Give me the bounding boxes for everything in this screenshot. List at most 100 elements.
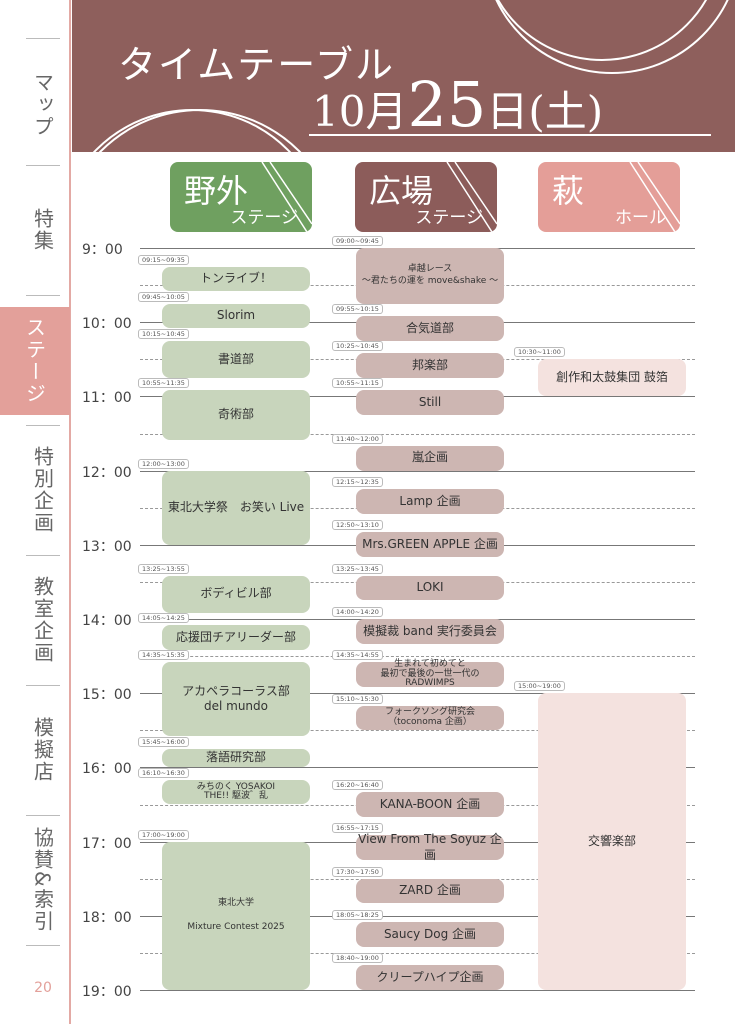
divider [26, 685, 60, 686]
hour-line [140, 767, 695, 769]
date-weekday: 日(土) [486, 87, 604, 136]
event-block[interactable]: Saucy Dog 企画 [356, 921, 504, 947]
stage-header-outdoor: 野外 ステージ [170, 162, 312, 232]
page-title: タイムテーブル [118, 43, 395, 87]
hour-label: 15：00 [82, 687, 132, 704]
page-number: 20 [34, 980, 52, 996]
event-time-label: 14:35~15:35 [138, 650, 189, 661]
event-block[interactable]: 模擬裁 band 実行委員会 [356, 619, 504, 644]
event-block[interactable]: 書道部 [162, 340, 310, 378]
event-block[interactable]: 創作和太鼓集団 鼓箔 [538, 359, 686, 397]
event-block[interactable]: 応援団チアリーダー部 [162, 625, 310, 650]
divider [26, 555, 60, 556]
stage-header-hall: 萩ホール [538, 162, 680, 232]
event-time-label: 17:00~19:00 [138, 829, 189, 840]
event-block[interactable]: 交響楽部 [538, 693, 686, 990]
event-block[interactable]: 嵐企画 [356, 445, 504, 471]
hour-label: 9：00 [82, 242, 123, 258]
event-block[interactable]: Slorim [162, 303, 310, 329]
event-block[interactable]: みちのく YOSAKOI THE!! 駆波゛乱 [162, 779, 310, 805]
divider [26, 295, 60, 296]
event-block[interactable]: 生まれて初めてと 最初で最後の一世一代の RADWIMPS [356, 660, 504, 688]
decorative-lines-icon [629, 162, 680, 232]
event-time-label: 10:25~10:45 [332, 341, 383, 352]
event-block[interactable]: Lamp 企画 [356, 489, 504, 514]
event-block[interactable]: Still [356, 390, 504, 415]
decorative-circles-icon [92, 0, 729, 152]
sidebar-item-stalls[interactable]: 模擬店 [30, 717, 55, 783]
decorative-lines-icon [261, 162, 312, 232]
event-time-label: 16:10~16:30 [138, 767, 189, 778]
event-block[interactable]: 合気道部 [356, 316, 504, 341]
event-time-label: 10:55~11:35 [138, 378, 189, 389]
event-block[interactable]: アカペラコーラス部 del mundo [162, 662, 310, 737]
hour-label: 11：00 [82, 390, 132, 407]
event-block[interactable]: ZARD 企画 [356, 878, 504, 904]
hour-line [140, 990, 695, 991]
half-hour-line [140, 433, 695, 435]
sidebar-item-sponsors[interactable]: 協賛&索引 [30, 826, 55, 933]
sidebar-item-map[interactable]: マップ [30, 72, 55, 138]
event-block[interactable]: トンライブ！ [162, 266, 310, 292]
event-block[interactable]: 東北大学祭 お笑い Live [162, 470, 310, 545]
hour-label: 13：00 [82, 538, 132, 555]
event-time-label: 09:45~10:05 [138, 291, 189, 302]
half-hour-line [140, 952, 695, 954]
stage-subtitle: ステージ [230, 208, 298, 228]
event-time-label: 18:40~19:00 [332, 953, 383, 964]
event-time-label: 16:20~16:40 [332, 780, 383, 791]
event-block[interactable]: フォークソング研究会 （toconoma 企画） [356, 705, 504, 731]
sidebar-item-stage[interactable]: ステージ [0, 307, 70, 415]
event-block[interactable]: クリープハイプ企画 [356, 965, 504, 990]
event-time-label: 09:00~09:45 [332, 236, 383, 246]
event-time-label: 09:55~10:15 [332, 304, 383, 315]
event-time-label: 10:15~10:45 [138, 328, 189, 339]
stage-name: 野外 [184, 172, 249, 210]
event-time-label: 17:30~17:50 [332, 866, 383, 877]
sidebar-item-classroom[interactable]: 教室企画 [30, 576, 55, 664]
event-time-label: 15:10~15:30 [332, 693, 383, 704]
divider [26, 165, 60, 166]
hour-line [140, 915, 695, 917]
event-block[interactable]: Mrs.GREEN APPLE 企画 [356, 532, 504, 558]
hour-label: 19：00 [82, 984, 132, 1000]
hour-label: 12：00 [82, 464, 132, 481]
event-time-label: 18:05~18:25 [332, 909, 383, 920]
event-time-label: 11:40~12:00 [332, 433, 383, 444]
header-banner: タイムテーブル 10月25日(土) [72, 0, 735, 152]
event-block[interactable]: 邦楽部 [356, 353, 504, 378]
event-block[interactable]: View From The Soyuz 企画 [356, 832, 504, 862]
event-block[interactable]: KANA-BOON 企画 [356, 792, 504, 817]
stage-header-plaza: 広場 ステージ [355, 162, 497, 232]
event-time-label: 10:30~11:00 [514, 347, 565, 358]
hour-label: 10：00 [82, 316, 132, 333]
event-time-label: 14:00~14:20 [332, 607, 383, 617]
stage-name: 広場 [369, 172, 434, 210]
event-time-label: 12:00~13:00 [138, 458, 189, 469]
event-block[interactable]: 落語研究部 [162, 748, 310, 768]
stage-subtitle: ホール [615, 208, 666, 228]
divider [26, 38, 60, 39]
event-block[interactable]: LOKI [356, 575, 504, 601]
divider [26, 815, 60, 816]
divider [26, 945, 60, 946]
event-block[interactable]: 奇術部 [162, 390, 310, 440]
event-time-label: 14:35~14:55 [332, 650, 383, 661]
hour-label: 18：00 [82, 909, 132, 926]
event-time-label: 16:55~17:15 [332, 823, 383, 834]
stage-subtitle: ステージ [415, 208, 483, 228]
event-block[interactable]: ボディビル部 [162, 575, 310, 613]
decorative-lines-icon [446, 162, 497, 232]
sidebar-item-special[interactable]: 特別企画 [30, 445, 55, 534]
event-time-label: 12:50~13:10 [332, 520, 383, 531]
hour-label: 14：00 [82, 613, 132, 629]
sidebar-item-feature[interactable]: 特集 [30, 208, 55, 252]
date-underline [309, 134, 711, 136]
hour-line [140, 470, 695, 472]
event-date: 10月25日(土) [312, 68, 603, 141]
event-block[interactable]: 東北大学 Mixture Contest 2025 [162, 841, 310, 990]
date-month: 10月 [312, 87, 408, 136]
stage-name: 萩 [552, 172, 585, 210]
event-block[interactable]: 卓越レース ～君たちの運を move&shake ～ [356, 248, 504, 304]
half-hour-line [140, 730, 695, 732]
